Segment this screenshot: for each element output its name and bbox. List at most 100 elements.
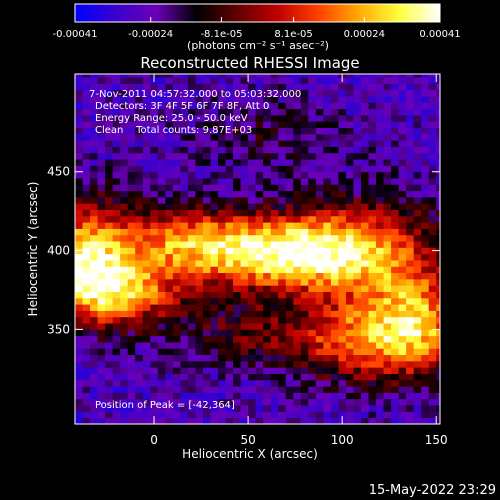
heatmap-cell: [105, 190, 114, 198]
heatmap-cell: [112, 348, 121, 356]
heatmap-cell: [225, 215, 234, 223]
heatmap-cell: [270, 348, 279, 356]
heatmap-cell: [150, 278, 159, 286]
heatmap-cell: [285, 222, 294, 229]
heatmap-cell: [165, 127, 174, 135]
heatmap-cell: [233, 329, 241, 337]
heatmap-cell: [293, 316, 302, 324]
heatmap-cell: [97, 108, 106, 116]
heatmap-cell: [278, 234, 287, 242]
heatmap-cell: [428, 392, 437, 400]
heatmap-cell: [180, 190, 189, 198]
heatmap-cell: [255, 209, 264, 217]
heatmap-cell: [172, 392, 181, 400]
heatmap-cell: [112, 304, 121, 311]
heatmap-cell: [97, 165, 106, 173]
heatmap-cell: [285, 108, 294, 116]
heatmap-cell: [300, 354, 309, 362]
heatmap-cell: [172, 411, 181, 419]
heatmap-cell: [376, 272, 384, 280]
heatmap-cell: [315, 386, 324, 393]
heatmap-cell: [135, 398, 144, 406]
heatmap-cell: [345, 83, 354, 91]
heatmap-cell: [165, 152, 174, 160]
heatmap-cell: [217, 316, 226, 324]
heatmap-cell: [323, 121, 332, 129]
heatmap-cell: [180, 348, 189, 356]
heatmap-cell: [172, 417, 181, 424]
heatmap-cell: [255, 108, 264, 116]
heatmap-cell: [75, 411, 83, 419]
heatmap-cell: [293, 234, 302, 242]
heatmap-cell: [172, 159, 181, 166]
heatmap-cell: [330, 96, 339, 103]
heatmap-cell: [263, 367, 272, 374]
heatmap-cell: [75, 310, 83, 318]
heatmap-cell: [278, 405, 287, 412]
heatmap-cell: [323, 253, 332, 261]
heatmap-cell: [413, 83, 422, 91]
heatmap-cell: [360, 114, 369, 122]
heatmap-cell: [391, 133, 400, 141]
heatmap-cell: [180, 241, 189, 248]
heatmap-cell: [338, 190, 347, 198]
heatmap-cell: [217, 291, 226, 299]
heatmap-cell: [330, 379, 339, 387]
heatmap-cell: [360, 222, 369, 229]
heatmap-cell: [368, 102, 377, 110]
heatmap-cell: [172, 253, 181, 261]
heatmap-cell: [90, 360, 98, 368]
heatmap-cell: [90, 348, 98, 356]
heatmap-cell: [330, 159, 339, 166]
heatmap-cell: [383, 74, 392, 78]
heatmap-cell: [180, 304, 189, 311]
heatmap-cell: [360, 260, 369, 267]
heatmap-cell: [105, 215, 114, 223]
heatmap-cell: [406, 405, 415, 412]
heatmap-cell: [398, 215, 407, 223]
heatmap-cell: [195, 342, 204, 349]
heatmap-cell: [293, 367, 302, 374]
heatmap-cell: [278, 171, 287, 179]
heatmap-cell: [225, 74, 234, 78]
heatmap-cell: [345, 297, 354, 305]
heatmap-cell: [142, 417, 151, 424]
heatmap-cell: [75, 108, 83, 116]
heatmap-cell: [120, 146, 129, 154]
heatmap-cell: [263, 278, 272, 286]
heatmap-cell: [105, 411, 114, 419]
heatmap-cell: [368, 323, 377, 330]
heatmap-cell: [195, 241, 204, 248]
heatmap-cell: [293, 152, 302, 160]
heatmap-cell: [90, 266, 98, 274]
heatmap-cell: [421, 373, 430, 381]
heatmap-cell: [300, 316, 309, 324]
heatmap-cell: [187, 398, 196, 406]
heatmap-cell: [210, 178, 219, 185]
heatmap-cell: [323, 114, 332, 122]
heatmap-cell: [217, 297, 226, 305]
heatmap-cell: [383, 392, 392, 400]
heatmap-cell: [413, 222, 422, 229]
heatmap-cell: [172, 367, 181, 374]
heatmap-cell: [75, 297, 83, 305]
heatmap-cell: [233, 379, 241, 387]
heatmap-cell: [225, 342, 234, 349]
heatmap-cell: [97, 96, 106, 103]
heatmap-cell: [195, 278, 204, 286]
heatmap-cell: [120, 74, 129, 78]
heatmap-cell: [105, 247, 114, 255]
heatmap-cell: [383, 373, 392, 381]
heatmap-cell: [315, 241, 324, 248]
heatmap-cell: [330, 323, 339, 330]
heatmap-cell: [195, 335, 204, 343]
heatmap-cell: [187, 114, 196, 122]
heatmap-cell: [376, 222, 384, 229]
heatmap-cell: [97, 222, 106, 229]
heatmap-cell: [97, 373, 106, 381]
heatmap-cell: [360, 140, 369, 147]
heatmap-cell: [391, 367, 400, 374]
heatmap-cell: [285, 329, 294, 337]
heatmap-cell: [376, 329, 384, 337]
heatmap-cell: [338, 247, 347, 255]
